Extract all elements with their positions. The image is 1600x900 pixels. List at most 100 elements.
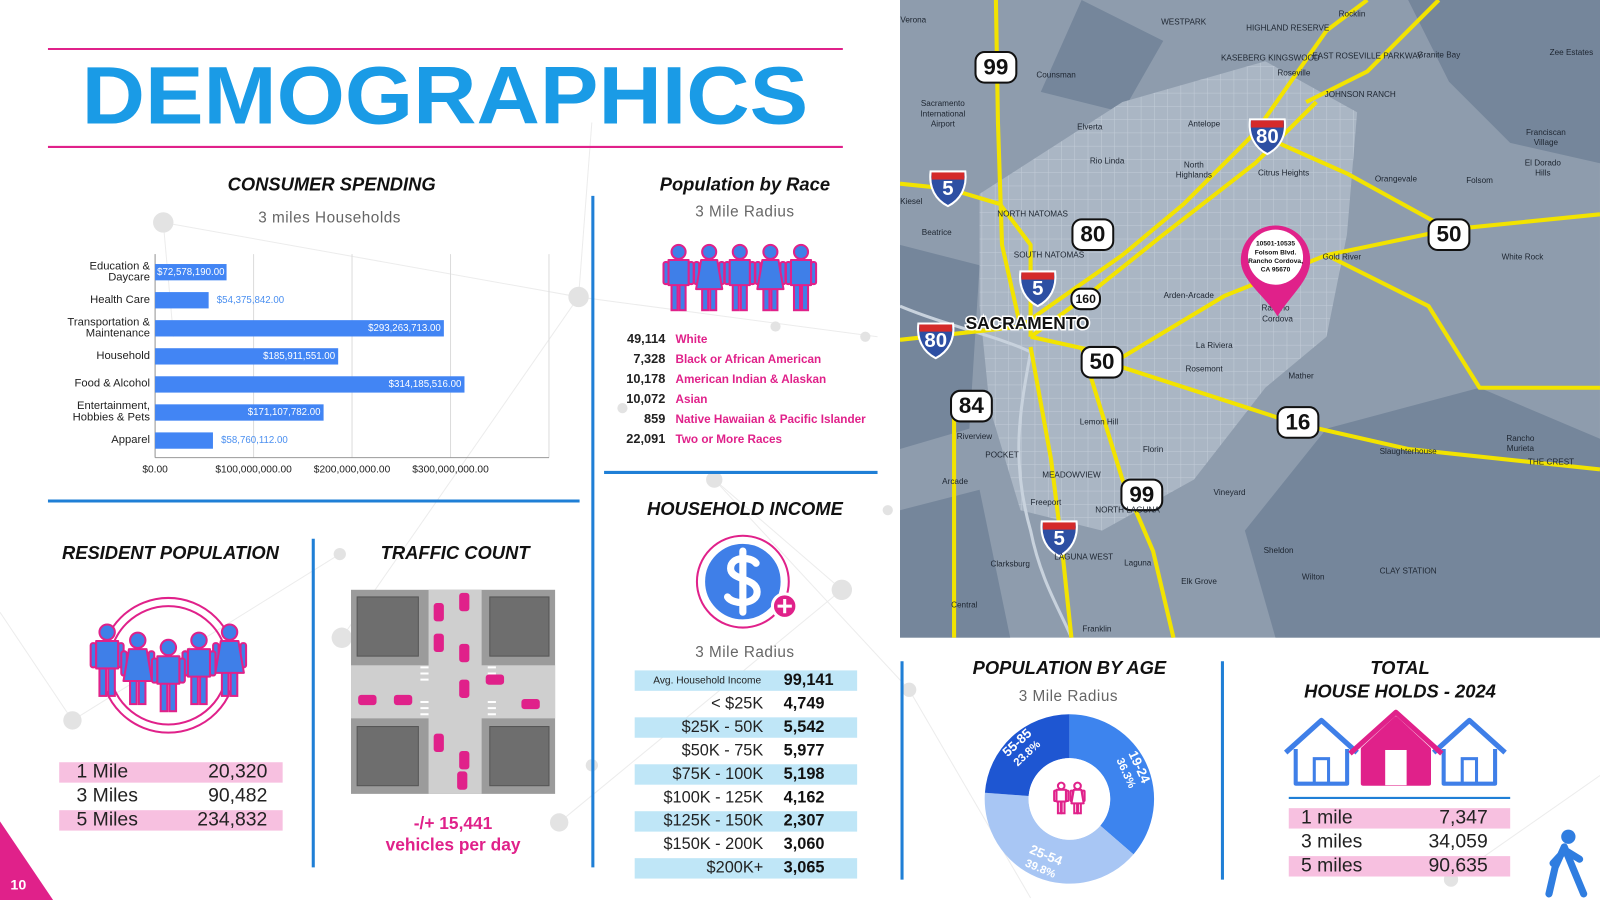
house-door xyxy=(1460,757,1479,786)
network-dot xyxy=(153,212,174,233)
crosswalk xyxy=(420,666,429,681)
population-value: 234,832 xyxy=(197,809,267,831)
person-head xyxy=(670,243,687,260)
donut-slice xyxy=(984,714,1070,796)
income-value: 5,977 xyxy=(784,741,825,759)
house-icon xyxy=(1283,717,1359,786)
page-corner xyxy=(0,821,54,900)
population-label: 3 Miles xyxy=(77,785,138,807)
income-label: $200K+ xyxy=(707,859,764,877)
map-place-label: Laguna xyxy=(1124,558,1152,567)
map-place-label: Arden-Arcade xyxy=(1164,291,1215,300)
person-icon xyxy=(662,243,695,312)
map-place-label: Clarksburg xyxy=(990,559,1030,568)
income-label: Avg. Household Income xyxy=(653,675,761,686)
race-count: 22,091 xyxy=(626,431,665,446)
highway-number: 50 xyxy=(1090,349,1115,374)
map-city-label: SACRAMENTO xyxy=(966,313,1090,333)
network-line xyxy=(713,479,843,591)
map-place-label: Airport xyxy=(931,120,956,129)
map-place-label: Arcade xyxy=(942,477,968,486)
income-label: < $25K xyxy=(711,694,763,712)
highway-number: 80 xyxy=(924,330,947,352)
map-place-label: MEADOWVIEW xyxy=(1042,471,1101,480)
person-head xyxy=(1056,781,1066,791)
bar xyxy=(155,432,213,449)
highway xyxy=(1079,346,1176,638)
network-line xyxy=(908,689,1032,899)
crosswalk xyxy=(420,701,429,716)
bar-chart: $0.00 $100,000,000.00 $200,000,000.00 $300,… xyxy=(142,254,550,476)
highway-number: 84 xyxy=(959,393,984,418)
map-place-label: Village xyxy=(1534,138,1559,147)
site-address: 10501-10535 xyxy=(1256,241,1295,248)
income-value: 99,141 xyxy=(784,671,834,689)
map-place-label: Lemon Hill xyxy=(1080,418,1119,427)
income-label: $50K - 75K xyxy=(682,741,764,759)
car xyxy=(393,694,413,706)
house-icon xyxy=(1431,717,1507,786)
income-label: $25K - 50K xyxy=(682,718,764,736)
network-dot xyxy=(902,682,917,697)
highway-number: 5 xyxy=(1054,528,1065,550)
map-place-label: International xyxy=(920,109,965,118)
chart-subtitle: 3 Mile Radius xyxy=(1019,688,1118,705)
icon-ring xyxy=(695,534,790,629)
map-terrain xyxy=(1040,0,1164,113)
network-dot xyxy=(860,331,871,342)
map: 99 80 5 80 50 160 5 80 50 84 16 99 5 Verona WESTPARK HI… xyxy=(899,0,1600,638)
map-place-label: Murieta xyxy=(1507,444,1535,453)
interstate-shield xyxy=(1248,118,1287,156)
interstate-band xyxy=(1042,522,1076,530)
row-band xyxy=(59,762,283,783)
route-shield xyxy=(1071,218,1115,252)
person-head xyxy=(220,623,239,641)
network-dot xyxy=(770,321,781,332)
chart-title: CONSUMER SPENDING xyxy=(228,174,436,195)
person-head xyxy=(190,631,208,650)
households-label: 1 mile xyxy=(1301,806,1353,828)
crosswalk xyxy=(487,701,496,716)
highway-shield: 50 xyxy=(1080,345,1124,379)
income-label: $150K - 200K xyxy=(663,835,763,853)
map-place-label: Rosemont xyxy=(1185,365,1223,374)
highway-shield: 99 xyxy=(974,51,1018,84)
map-place-label: POCKET xyxy=(985,450,1019,459)
income-label: $100K - 125K xyxy=(663,788,763,806)
network-dot xyxy=(882,505,893,516)
interstate-shield xyxy=(916,322,955,360)
map-place-label: JOHNSON RANCH xyxy=(1325,90,1396,99)
income-label: $75K - 100K xyxy=(673,765,764,783)
y-category-label: Entertainment, Hobbies & Pets xyxy=(72,400,150,424)
highway-number: 50 xyxy=(1436,222,1461,247)
race-count: 7,328 xyxy=(633,351,665,366)
map-place-label: Hills xyxy=(1535,169,1550,178)
background-network xyxy=(0,122,1600,899)
highway-number: 5 xyxy=(1032,278,1043,300)
bar xyxy=(155,404,324,421)
households-value: 34,059 xyxy=(1428,830,1487,852)
building xyxy=(489,596,550,657)
bar-value-label: $185,911,551.00 xyxy=(263,351,336,362)
person-head xyxy=(98,623,116,641)
race-label: Native Hawaiian & Pacific Islander xyxy=(676,413,867,426)
person-head xyxy=(731,243,748,260)
donut-slice xyxy=(984,792,1134,884)
person-body xyxy=(156,655,181,685)
map-place-label: Rocklin xyxy=(1339,9,1366,18)
race-count: 10,178 xyxy=(626,371,665,386)
map-place-label: CLAY STATION xyxy=(1380,567,1437,576)
intersection-image xyxy=(351,589,556,794)
highway-shield: 84 xyxy=(949,389,993,423)
highway xyxy=(1028,346,1074,638)
map-place-label: WESTPARK xyxy=(1161,18,1207,27)
households-label: 5 miles xyxy=(1301,854,1362,876)
interstate-shield xyxy=(929,170,967,208)
interstate-shield xyxy=(1019,270,1057,308)
donut-center xyxy=(1028,758,1111,840)
interstate-band xyxy=(1021,272,1055,280)
race-label: American Indian & Alaskan xyxy=(676,373,827,386)
race-count: 10,072 xyxy=(626,391,665,406)
highway-shield: 80 xyxy=(1071,218,1115,252)
map-place-label: Beatrice xyxy=(922,228,952,237)
